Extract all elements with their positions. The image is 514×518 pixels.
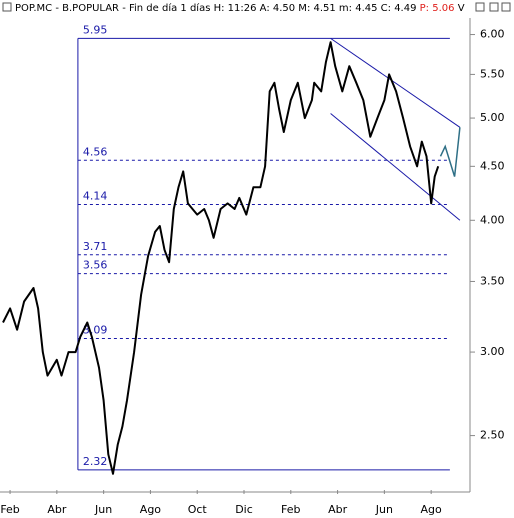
y-tick-label: 4.00 [480, 213, 505, 226]
x-tick-label: Feb [281, 503, 300, 516]
x-tick-label: Jun [375, 503, 393, 516]
header-highlight: P: 5.06 [420, 3, 455, 14]
level-label: 5.95 [83, 23, 108, 36]
level-label: 4.14 [83, 190, 108, 203]
x-tick-label: Jun [94, 503, 112, 516]
x-tick-label: Ago [421, 503, 443, 516]
projection [439, 127, 461, 177]
y-tick-label: 3.00 [480, 345, 505, 358]
x-tick-label: Abr [47, 503, 67, 516]
level-label: 2.32 [83, 455, 108, 468]
trendline [330, 113, 461, 221]
y-tick-label: 3.50 [480, 274, 505, 287]
x-tick-label: Feb [0, 503, 19, 516]
header: POP.MC - B.POPULAR - Fin de día 1 días H… [15, 2, 465, 14]
check-box[interactable] [475, 2, 485, 12]
x-tick-label: Oct [188, 503, 208, 516]
check-box[interactable] [489, 2, 499, 12]
y-tick-label: 2.50 [480, 429, 505, 442]
header-suffix: V [458, 3, 465, 14]
level-label: 3.56 [83, 259, 108, 272]
y-tick-label: 5.50 [480, 67, 505, 80]
close-box[interactable] [501, 2, 511, 12]
price-line [2, 41, 440, 475]
y-tick-label: 4.50 [480, 159, 505, 172]
level-label: 3.71 [83, 240, 108, 253]
trendline [330, 37, 461, 128]
x-tick-label: Ago [140, 503, 162, 516]
header-text: POP.MC - B.POPULAR - Fin de día 1 días H… [15, 2, 416, 14]
x-tick-label: Abr [328, 503, 348, 516]
x-tick-label: Dic [235, 503, 253, 516]
y-tick-label: 6.00 [480, 28, 505, 41]
menu-box[interactable] [2, 2, 12, 12]
y-tick-label: 5.00 [480, 111, 505, 124]
level-label: 4.56 [83, 145, 108, 158]
